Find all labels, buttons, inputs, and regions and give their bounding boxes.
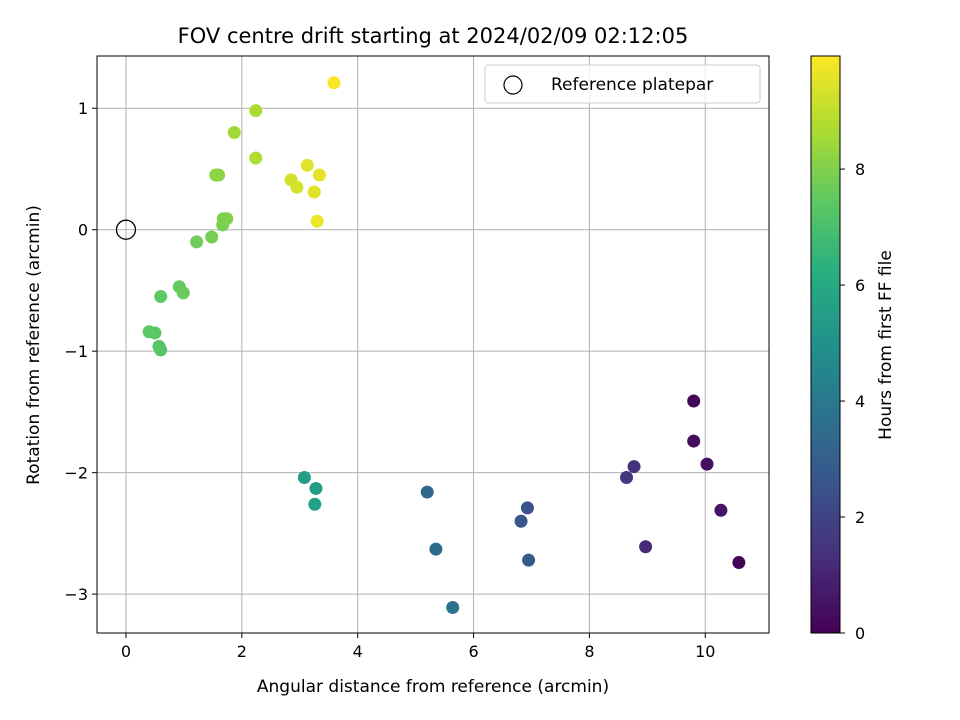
y-tick-label: 1 — [78, 99, 88, 118]
data-point — [176, 286, 190, 300]
data-point — [429, 542, 443, 556]
y-tick-label: 0 — [78, 221, 88, 240]
data-point — [308, 497, 322, 511]
x-tick-label: 2 — [237, 642, 247, 661]
x-tick-label: 6 — [468, 642, 478, 661]
data-point — [152, 339, 166, 353]
data-point — [514, 514, 528, 528]
data-point — [714, 503, 728, 517]
colorbar-label: Hours from first FF file — [876, 250, 896, 440]
data-point — [687, 394, 701, 408]
data-point — [687, 434, 701, 448]
data-points — [142, 76, 746, 614]
plot-area — [97, 56, 769, 633]
legend-box — [484, 64, 761, 104]
y-axis-ticks: −3 −2 −1 0 1 — [64, 99, 97, 604]
data-point — [310, 214, 324, 228]
data-point — [249, 151, 263, 165]
x-tick-label: 4 — [353, 642, 363, 661]
chart-title: FOV centre drift starting at 2024/02/09 … — [178, 24, 689, 48]
colorbar: 0 2 4 6 8 Hours from first FF file — [810, 55, 896, 643]
data-point — [446, 600, 460, 614]
colorbar-tick-label: 2 — [855, 508, 865, 527]
data-point — [154, 290, 168, 304]
colorbar-gradient — [810, 55, 841, 634]
legend-marker-icon — [503, 75, 523, 95]
data-point — [220, 212, 234, 226]
colorbar-tick-label: 6 — [855, 276, 865, 295]
data-point — [522, 553, 536, 567]
legend: Reference platepar — [484, 64, 761, 104]
data-point — [212, 168, 226, 182]
colorbar-tick-label: 8 — [855, 160, 865, 179]
data-point — [249, 104, 263, 118]
data-point — [309, 481, 323, 495]
x-tick-label: 10 — [695, 642, 715, 661]
data-point — [190, 235, 204, 249]
data-point — [627, 460, 641, 474]
data-point — [312, 168, 326, 182]
reference-platepar-marker — [115, 219, 137, 240]
legend-entry-reference: Reference platepar — [551, 75, 713, 95]
data-point — [205, 230, 219, 244]
colorbar-tick-label: 4 — [855, 392, 865, 411]
x-axis-ticks: 0 2 4 6 8 10 — [121, 633, 715, 661]
reference-layer — [115, 219, 137, 240]
y-tick-label: −1 — [64, 342, 88, 361]
data-point — [307, 185, 321, 199]
plot-frame — [96, 55, 770, 634]
data-point — [300, 158, 314, 172]
colorbar-tick-label: 0 — [855, 624, 865, 643]
data-point — [227, 126, 241, 140]
data-point — [732, 556, 746, 570]
x-axis-label: Angular distance from reference (arcmin) — [257, 677, 609, 697]
colorbar-ticks: 0 2 4 6 8 — [840, 160, 865, 643]
data-point — [420, 485, 434, 499]
y-tick-label: −2 — [64, 464, 88, 483]
data-point — [700, 457, 714, 471]
data-point — [327, 76, 341, 90]
x-tick-label: 0 — [121, 642, 131, 661]
y-tick-label: −3 — [64, 585, 88, 604]
data-point — [142, 325, 156, 339]
data-point — [639, 540, 653, 554]
data-point — [619, 471, 633, 485]
grid — [97, 56, 769, 633]
y-axis-label: Rotation from reference (arcmin) — [24, 205, 44, 485]
data-point — [520, 501, 534, 515]
x-tick-label: 8 — [584, 642, 594, 661]
data-point — [290, 180, 304, 194]
data-point — [297, 471, 311, 485]
